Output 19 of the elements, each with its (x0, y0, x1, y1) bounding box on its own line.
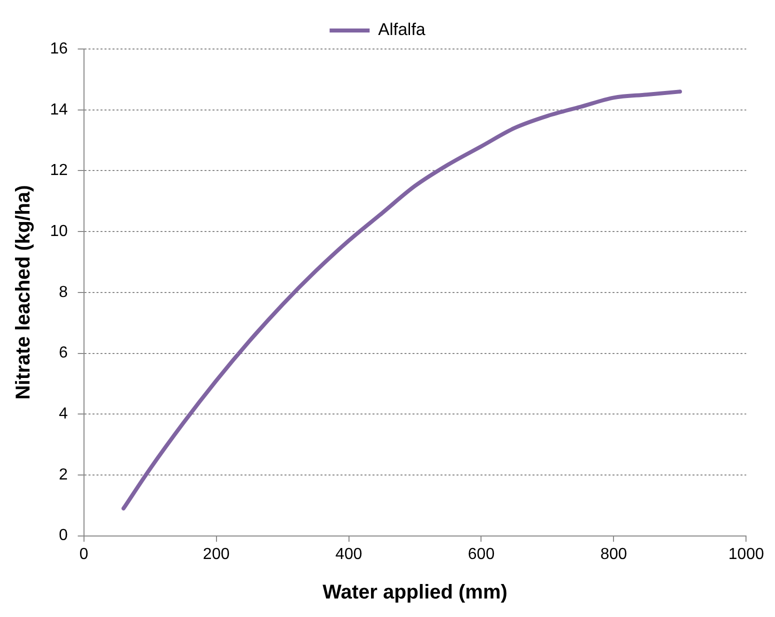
y-tick-label: 10 (50, 222, 68, 240)
y-axis-title: Nitrate leached (kg/ha) (12, 185, 35, 400)
y-tick-label: 2 (58, 466, 68, 484)
x-tick-label: 400 (335, 546, 362, 563)
y-tick-label: 4 (58, 406, 68, 423)
y-tick-label: 8 (58, 284, 68, 301)
x-tick-label: 0 (79, 546, 88, 563)
y-tick-label: 14 (50, 101, 68, 118)
y-tick-label: 12 (50, 162, 68, 180)
x-tick-label: 200 (202, 546, 230, 563)
x-tick-label: 600 (468, 546, 495, 563)
line-series (122, 90, 682, 510)
y-tick-label: 0 (58, 527, 68, 544)
x-axis-title: Water applied (mm) (322, 582, 508, 604)
x-tick-label: 800 (600, 546, 628, 563)
y-tick-label: 6 (58, 344, 68, 362)
y-tick-label: 16 (50, 40, 68, 58)
legend-label: Alfalfa (378, 20, 426, 40)
x-tick-label: 1000 (728, 546, 764, 563)
